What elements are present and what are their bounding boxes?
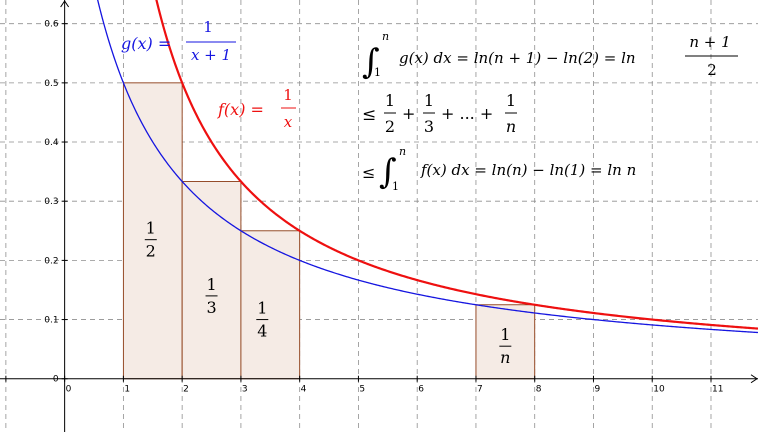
f-denominator: x xyxy=(284,113,293,131)
rect-label-numerator: 1 xyxy=(146,219,156,238)
summation-rectangles xyxy=(122,82,536,380)
x-axis-arrow xyxy=(750,374,758,384)
formula-line-3: ≤ ∫ n 1 f(x) dx = ln(n) − ln(1) = ln n xyxy=(362,145,636,193)
integral-3-upper: n xyxy=(399,145,406,158)
sum-term-denominator: 3 xyxy=(424,117,434,136)
sum-term-numerator: 1 xyxy=(385,91,395,110)
x-tick-label: 5 xyxy=(359,385,365,395)
sum-term-denominator: n xyxy=(506,117,516,136)
formula-2-lead: ≤ xyxy=(362,105,376,125)
f-name: f(x) = xyxy=(217,100,264,119)
y-tick-label: 0.1 xyxy=(44,316,58,326)
summation-rectangle xyxy=(240,230,301,380)
x-tick-label: 4 xyxy=(301,385,307,395)
integral-sign-3: ∫ xyxy=(379,152,397,192)
x-tick-label: 11 xyxy=(712,385,723,395)
formula-line-2: ≤ 1 2 +1 3 + ... + 1 n xyxy=(362,91,517,136)
sum-term-operator: + ... + xyxy=(441,104,493,123)
formula-1-numerator: n + 1 xyxy=(689,33,730,51)
integral-sign-1: ∫ xyxy=(362,42,380,82)
rect-label-numerator: 1 xyxy=(206,275,216,294)
integral-1-upper: n xyxy=(382,30,389,43)
integral-3-lower: 1 xyxy=(392,180,399,193)
rectangle-labels: 1 2 1 3 1 4 1 n xyxy=(144,219,512,367)
summation-rectangle xyxy=(122,82,183,380)
series-curve xyxy=(155,0,758,330)
y-tick-label: 0 xyxy=(53,375,59,385)
x-tick-label: 8 xyxy=(536,385,542,395)
y-tick-label: 0.6 xyxy=(44,20,59,30)
f-label: f(x) = 1 x xyxy=(217,86,296,131)
y-tick-label: 0.5 xyxy=(44,79,58,89)
g-denominator: x + 1 xyxy=(191,46,231,64)
rect-label-denominator: 2 xyxy=(146,242,156,261)
function-curves xyxy=(97,0,758,334)
formula-line-1: ∫ n 1 g(x) dx = ln(n + 1) − ln(2) = ln n… xyxy=(362,30,738,82)
g-numerator: 1 xyxy=(203,18,213,36)
sum-term-numerator: 1 xyxy=(424,91,434,110)
x-tick-label: 1 xyxy=(124,385,130,395)
x-tick-label: 6 xyxy=(418,385,424,395)
x-tick-label: 3 xyxy=(242,385,248,395)
x-tick-label: 10 xyxy=(653,385,665,395)
integral-1-lower: 1 xyxy=(374,66,381,79)
y-axis-arrow xyxy=(60,0,70,8)
sum-term-operator: + xyxy=(402,104,415,123)
formula-3-body: f(x) dx = ln(n) − ln(1) = ln n xyxy=(420,161,636,179)
formula-1-body: g(x) dx = ln(n + 1) − ln(2) = ln xyxy=(399,49,636,67)
y-tick-label: 0.3 xyxy=(44,197,58,207)
x-tick-label: 0 xyxy=(66,385,72,395)
rect-label-denominator: 4 xyxy=(257,322,267,341)
summation-rectangle xyxy=(181,181,242,380)
series-curve xyxy=(97,0,758,334)
formula-3-lead: ≤ xyxy=(362,163,375,182)
g-label: g(x) = 1 x + 1 xyxy=(121,18,236,64)
formula-1-denominator: 2 xyxy=(707,61,717,79)
rect-label-denominator: n xyxy=(500,348,510,367)
x-tick-label: 9 xyxy=(594,385,600,395)
sum-term-denominator: 2 xyxy=(385,117,395,136)
rect-label-denominator: 3 xyxy=(206,298,216,317)
sum-term-numerator: 1 xyxy=(506,91,516,110)
x-tick-label: 2 xyxy=(183,385,189,395)
f-numerator: 1 xyxy=(283,86,293,104)
x-tick-label: 7 xyxy=(477,385,483,395)
g-name: g(x) = xyxy=(121,34,171,53)
summation-rectangle xyxy=(475,304,536,380)
rect-label-numerator: 1 xyxy=(500,325,510,344)
rect-label-numerator: 1 xyxy=(257,299,267,318)
y-tick-label: 0.2 xyxy=(44,256,58,266)
y-tick-label: 0.4 xyxy=(44,138,59,148)
